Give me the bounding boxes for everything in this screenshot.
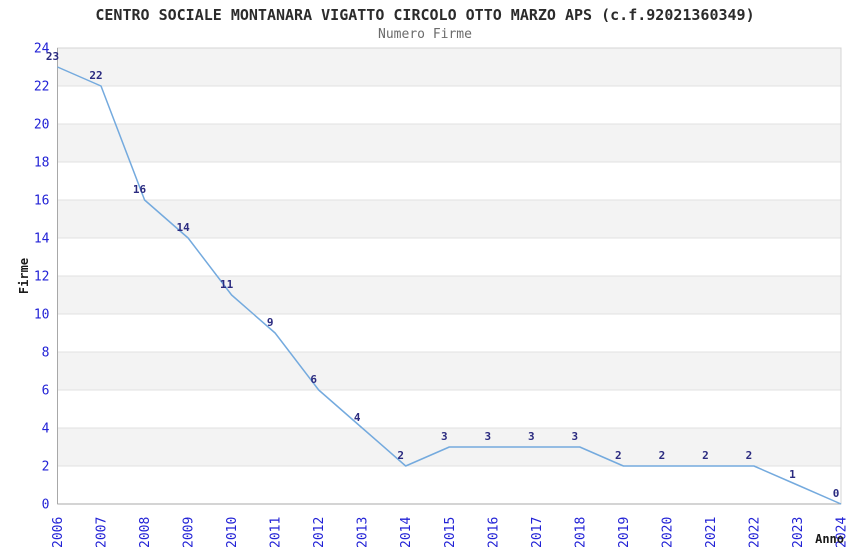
y-tick-label: 12 — [34, 270, 50, 285]
data-point-label: 1 — [789, 468, 796, 481]
data-line — [57, 66, 842, 505]
y-tick-label: 22 — [34, 80, 50, 95]
data-point-label: 4 — [354, 411, 361, 424]
data-point-label: 2 — [702, 449, 709, 462]
x-tick-label: 2023 — [791, 517, 806, 548]
y-axis-label: Firme — [17, 258, 31, 294]
y-tick-label: 4 — [42, 422, 50, 437]
x-tick-label: 2013 — [356, 517, 371, 548]
x-tick-label: 2021 — [704, 517, 719, 548]
data-point-label: 16 — [133, 183, 147, 196]
plot-band — [57, 200, 841, 238]
data-point-label: 2 — [746, 449, 753, 462]
data-point-label: 2 — [397, 449, 404, 462]
y-tick-label: 2 — [42, 460, 50, 475]
data-point-label: 3 — [441, 430, 448, 443]
y-tick-label: 10 — [34, 308, 50, 323]
data-point-label: 2 — [615, 449, 622, 462]
y-tick-label: 0 — [42, 498, 50, 513]
x-tick-label: 2017 — [530, 517, 545, 548]
data-point-label: 9 — [267, 316, 274, 329]
plot-band — [57, 124, 841, 162]
data-point-label: 3 — [484, 430, 491, 443]
data-point-label: 22 — [89, 69, 102, 82]
plot-band — [57, 276, 841, 314]
x-tick-label: 2018 — [573, 517, 588, 548]
data-point-label: 3 — [572, 430, 579, 443]
plot-band — [57, 48, 841, 86]
x-tick-label: 2012 — [312, 517, 327, 548]
x-tick-label: 2006 — [51, 517, 66, 548]
y-tick-label: 24 — [34, 42, 50, 57]
data-point-label: 14 — [176, 221, 190, 234]
chart-subtitle: Numero Firme — [378, 27, 472, 42]
chart-title: CENTRO SOCIALE MONTANARA VIGATTO CIRCOLO… — [95, 6, 755, 24]
x-tick-label: 2016 — [486, 517, 501, 548]
plot-band — [57, 352, 841, 390]
x-tick-label: 2011 — [269, 517, 284, 548]
x-tick-label: 2022 — [747, 517, 762, 548]
x-axis-label: Anno — [815, 532, 844, 546]
x-tick-label: 2015 — [443, 517, 458, 548]
data-point-label: 23 — [46, 50, 59, 63]
x-tick-label: 2010 — [225, 517, 240, 548]
x-tick-label: 2009 — [182, 517, 197, 548]
data-point-label: 0 — [833, 487, 840, 500]
data-point-label: 3 — [528, 430, 535, 443]
data-point-label: 6 — [310, 373, 317, 386]
x-tick-label: 2014 — [399, 517, 414, 548]
x-tick-label: 2008 — [138, 517, 153, 548]
y-tick-label: 14 — [34, 232, 50, 247]
y-tick-label: 16 — [34, 194, 50, 209]
x-tick-label: 2024 — [835, 517, 850, 548]
y-tick-label: 18 — [34, 156, 50, 171]
y-tick-label: 20 — [34, 118, 50, 133]
x-tick-label: 2007 — [95, 517, 110, 548]
data-point-label: 2 — [659, 449, 666, 462]
x-tick-label: 2019 — [617, 517, 632, 548]
x-tick-label: 2020 — [660, 517, 675, 548]
data-point-label: 11 — [220, 278, 234, 291]
y-tick-label: 8 — [42, 346, 50, 361]
y-tick-label: 6 — [42, 384, 50, 399]
